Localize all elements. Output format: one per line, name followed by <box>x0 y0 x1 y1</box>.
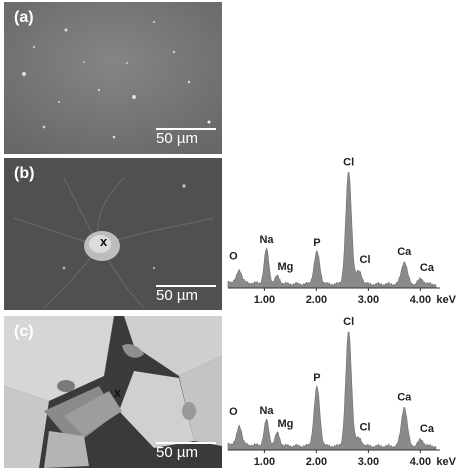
panel-label-b: (b) <box>14 165 35 182</box>
peak-label-cl-b: Cl <box>360 254 371 266</box>
sem-image-c: (c) x 50 µm <box>4 316 222 468</box>
panel-label-c: (c) <box>14 323 34 340</box>
x-tick-label-c: 1.00 <box>254 456 275 468</box>
x-axis-unit-b: keV <box>436 294 456 306</box>
peak-label-cl-b: Cl <box>343 156 354 168</box>
peak-label-o-c: O <box>229 406 238 418</box>
eds-spectrum-b: 1.00 2.00 3.00 4.00 keV O Na Mg P Cl Cl Ca Ca <box>227 156 457 306</box>
x-tick-label-b: 2.00 <box>306 294 327 306</box>
peak-label-ca-b: Ca <box>420 262 435 274</box>
sem-image-a: (a) 50 µm <box>4 2 222 154</box>
sem-texture-b <box>4 158 222 310</box>
marker-x-c: x <box>114 385 122 400</box>
peak-label-ca-b: Ca <box>397 246 412 258</box>
peak-label-p-b: P <box>313 237 320 249</box>
sem-texture-c <box>4 316 222 468</box>
sem-image-b: (b) x 50 µm <box>4 158 222 310</box>
scale-bar-label-a: 50 µm <box>156 130 198 147</box>
scale-bar-c <box>156 442 216 444</box>
peak-label-na-c: Na <box>259 405 274 417</box>
peak-label-ca-c: Ca <box>397 391 412 403</box>
scale-bar-b <box>156 285 216 287</box>
scale-bar-label-c: 50 µm <box>156 444 198 461</box>
peak-label-mg-c: Mg <box>277 418 293 430</box>
x-tick-label-c: 3.00 <box>358 456 379 468</box>
spectrum-area-b <box>227 172 437 289</box>
scale-bar-a <box>156 128 216 130</box>
peak-label-o-b: O <box>229 251 238 263</box>
marker-x-b: x <box>100 234 108 249</box>
x-tick-label-b: 4.00 <box>410 294 431 306</box>
scale-bar-label-b: 50 µm <box>156 287 198 304</box>
peak-label-cl-c: Cl <box>360 421 371 433</box>
peak-label-ca-c: Ca <box>420 423 435 435</box>
x-tick-label-c: 4.00 <box>410 456 431 468</box>
x-tick-label-b: 1.00 <box>254 294 275 306</box>
peak-label-cl-c: Cl <box>343 316 354 328</box>
peak-label-na-b: Na <box>259 234 274 246</box>
x-tick-label-c: 2.00 <box>306 456 327 468</box>
x-tick-label-b: 3.00 <box>358 294 379 306</box>
peak-label-p-c: P <box>313 372 320 384</box>
panel-label-a: (a) <box>14 9 34 26</box>
peak-label-mg-b: Mg <box>277 261 293 273</box>
x-axis-unit-c: keV <box>436 456 456 468</box>
spectrum-area-c <box>227 331 437 451</box>
